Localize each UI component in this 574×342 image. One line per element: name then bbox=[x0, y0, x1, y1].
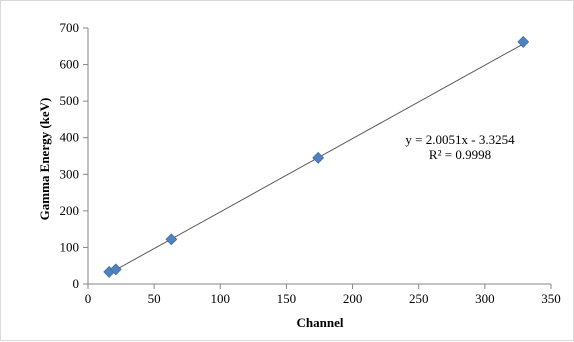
x-tick-label: 200 bbox=[343, 291, 363, 306]
y-axis-title: Gamma Energy (keV) bbox=[37, 98, 52, 221]
data-point-diamond bbox=[109, 263, 122, 276]
data-point-diamond bbox=[312, 151, 325, 164]
y-tick-label: 300 bbox=[60, 166, 80, 181]
y-tick-label: 500 bbox=[60, 93, 80, 108]
y-tick-label: 400 bbox=[60, 130, 80, 145]
data-point-diamond bbox=[517, 35, 530, 48]
x-tick-label: 300 bbox=[475, 291, 495, 306]
trendline-equation: y = 2.0051x - 3.3254 bbox=[405, 132, 515, 147]
x-tick-label: 250 bbox=[409, 291, 429, 306]
x-tick-label: 50 bbox=[148, 291, 161, 306]
x-axis-title: Channel bbox=[297, 315, 344, 330]
y-tick-label: 100 bbox=[60, 239, 80, 254]
y-tick-label: 600 bbox=[60, 57, 80, 72]
y-tick-label: 200 bbox=[60, 203, 80, 218]
x-axis-ticks: 0 50 100 150 200 250 300 350 bbox=[85, 284, 561, 306]
r-squared-label: R² = 0.9998 bbox=[429, 147, 491, 162]
x-tick-label: 350 bbox=[541, 291, 561, 306]
y-tick-label: 700 bbox=[60, 20, 80, 35]
y-tick-label: 0 bbox=[73, 276, 80, 291]
data-point-diamond bbox=[165, 233, 178, 246]
y-axis-ticks: 0 100 200 300 400 500 600 700 bbox=[60, 20, 88, 291]
x-tick-label: 150 bbox=[277, 291, 297, 306]
x-tick-label: 100 bbox=[211, 291, 231, 306]
data-points bbox=[103, 35, 530, 278]
x-tick-label: 0 bbox=[85, 291, 92, 306]
